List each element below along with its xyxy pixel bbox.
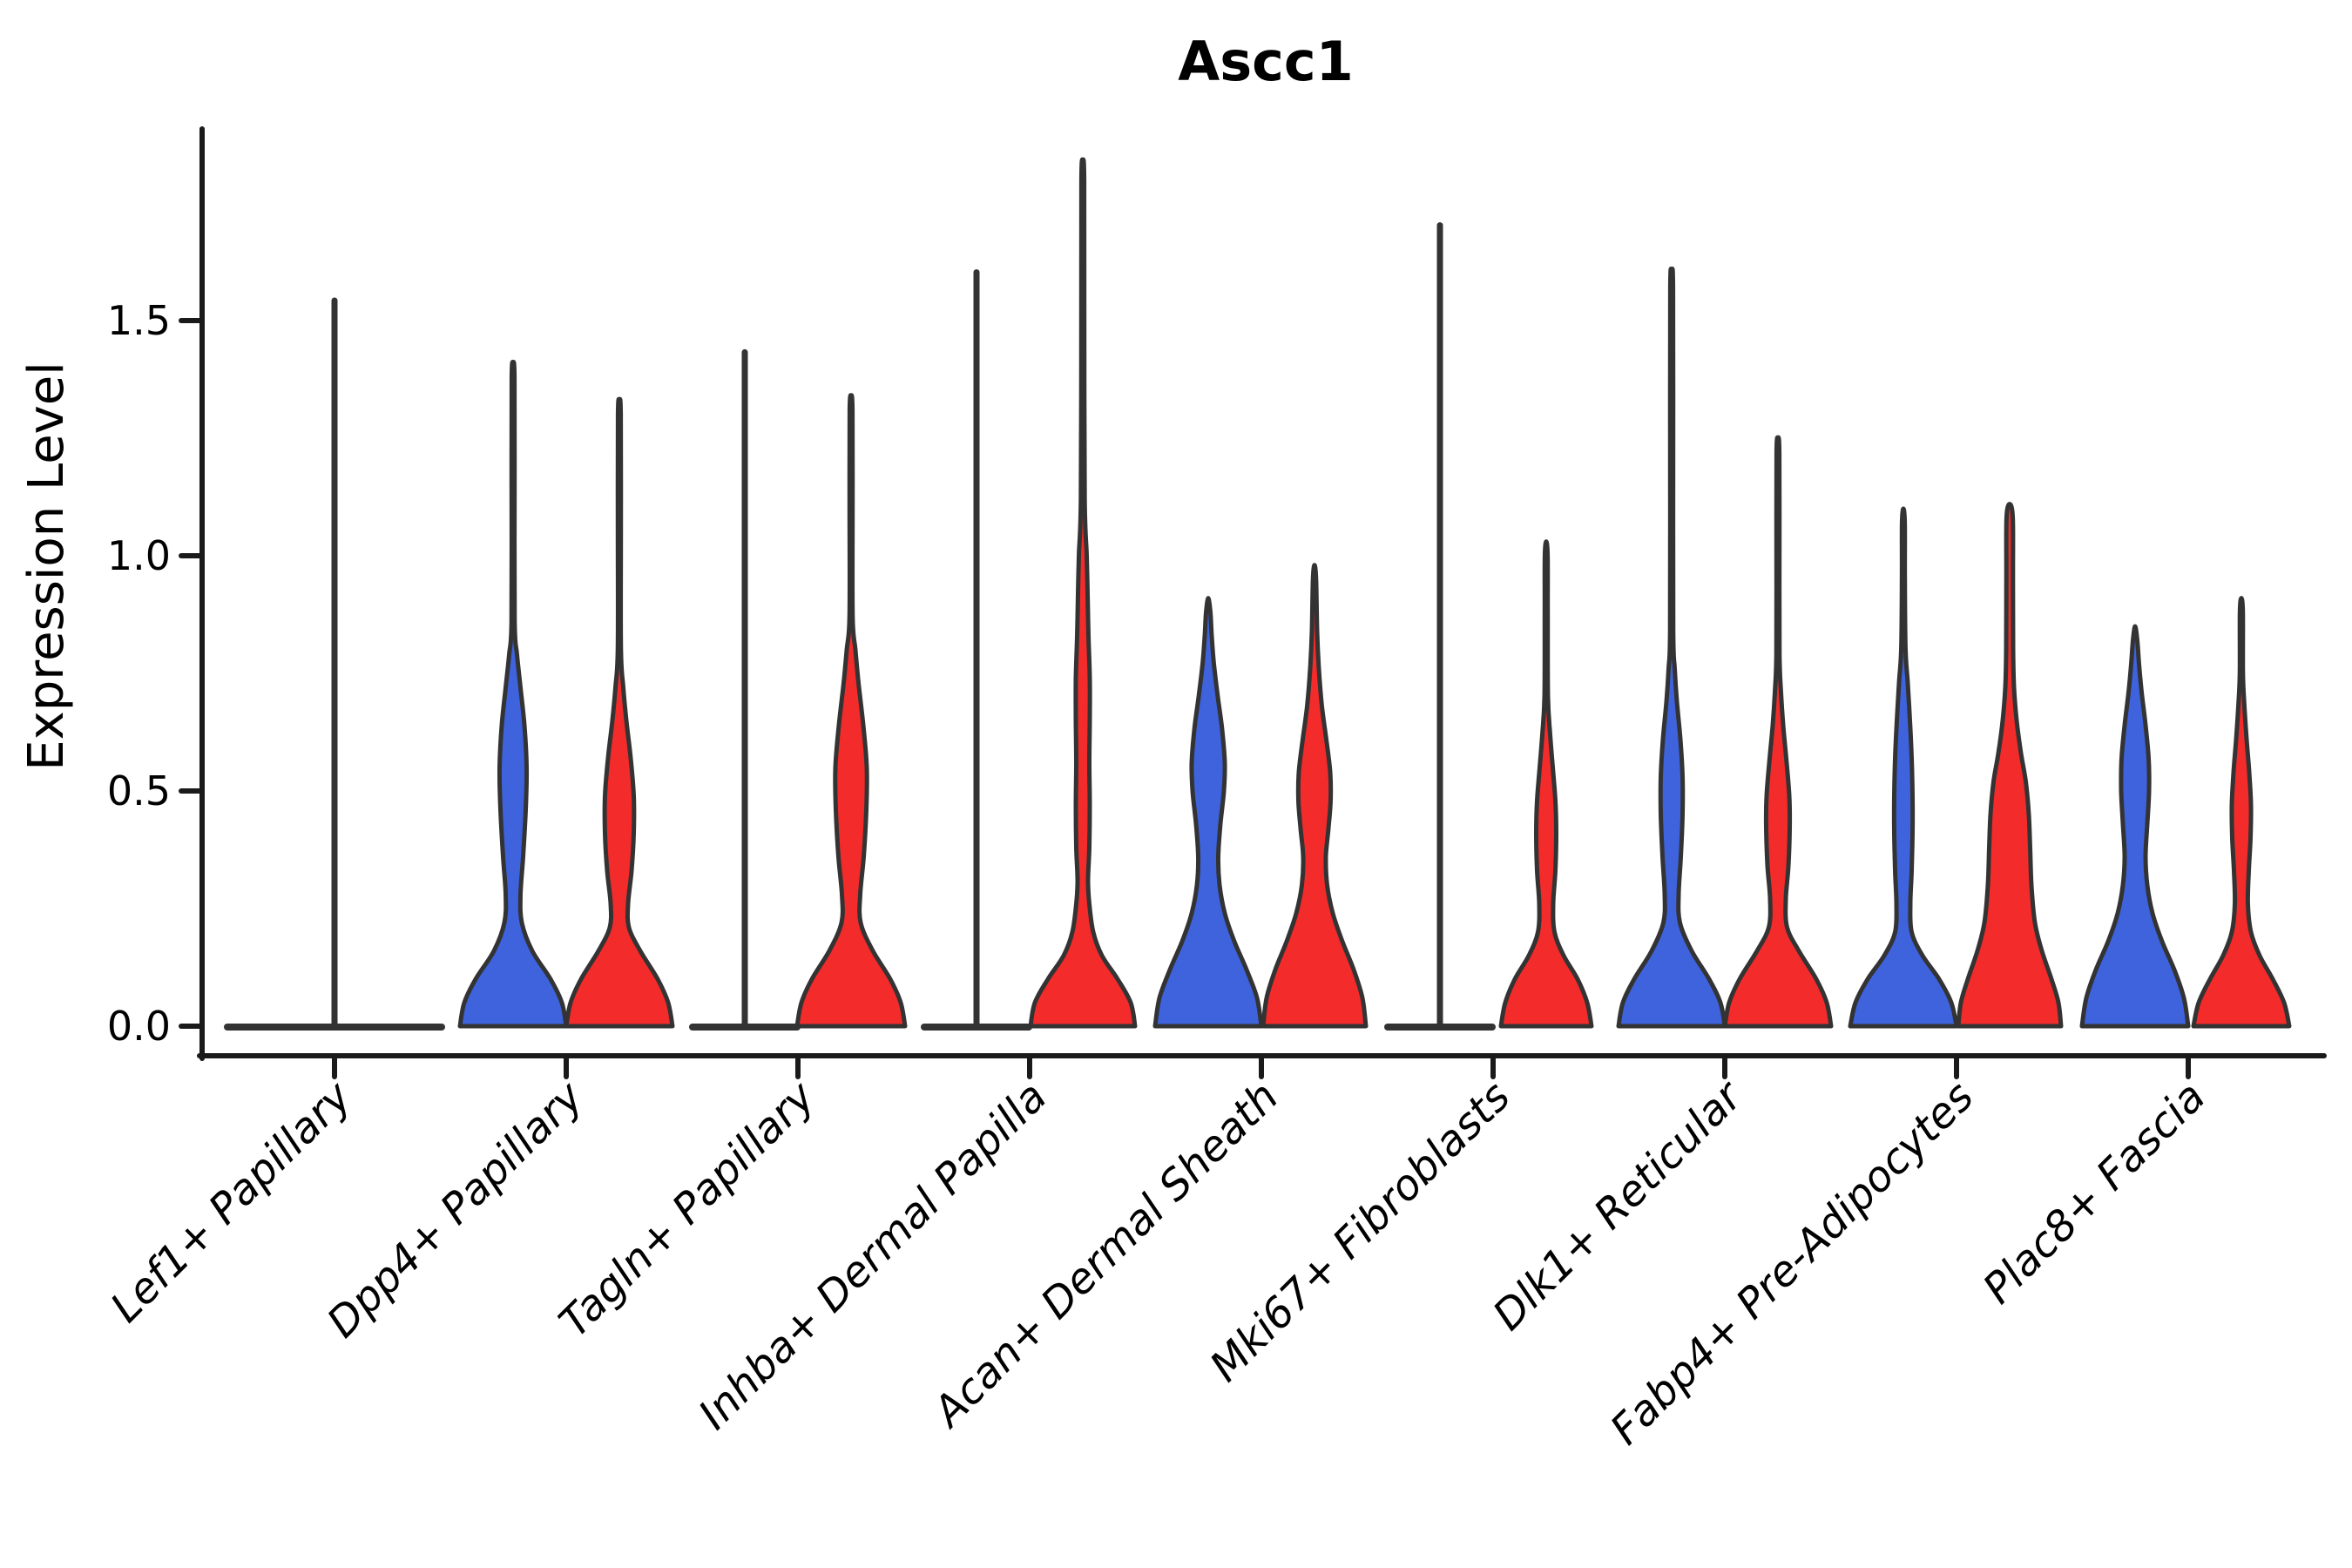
violin-dpp4-papillary-blue <box>457 360 569 1029</box>
plot-geometry <box>179 126 2327 1079</box>
x-label-plac8-fascia: Plac8+ Fascia <box>1974 1072 2215 1314</box>
violin-acan-dermal-sheath-red <box>1260 563 1369 1029</box>
y-tick-label-0.0: 0.0 <box>107 1003 171 1050</box>
y-tick-label-0.5: 0.5 <box>107 767 171 814</box>
violin-plac8-fascia-blue <box>2079 624 2191 1029</box>
violin-fabp4-pre-adipocytes-blue <box>1848 506 1959 1029</box>
chart-title: Ascc1 <box>1178 30 1354 93</box>
x-label-dpp4-papillary: Dpp4+ Papillary <box>318 1071 593 1347</box>
x-label-tagln-papillary: Tagln+ Papillary <box>550 1071 825 1347</box>
violin-fabp4-pre-adipocytes-red <box>1956 502 2064 1029</box>
y-tick-label-1.0: 1.0 <box>107 532 171 579</box>
violin-dlk1-reticular-red <box>1722 435 1834 1029</box>
x-label-lef1-papillary: Lef1+ Papillary <box>101 1071 362 1332</box>
violin-dpp4-papillary-red <box>564 396 675 1029</box>
violin-tagln-papillary-red <box>794 393 908 1029</box>
violin-acan-dermal-sheath-blue <box>1152 596 1264 1029</box>
x-label-dlk1-reticular: Dlk1+ Reticular <box>1484 1071 1754 1341</box>
y-tick-label-1.5: 1.5 <box>107 297 171 344</box>
violin-inhba-dermal-papilla-red <box>1028 157 1138 1029</box>
violin-dlk1-reticular-blue <box>1616 267 1727 1029</box>
violin-mki67-fibroblasts-red <box>1498 539 1594 1029</box>
y-axis-label: Expression Level <box>18 362 75 771</box>
violin-plac8-fascia-red <box>2191 596 2292 1029</box>
